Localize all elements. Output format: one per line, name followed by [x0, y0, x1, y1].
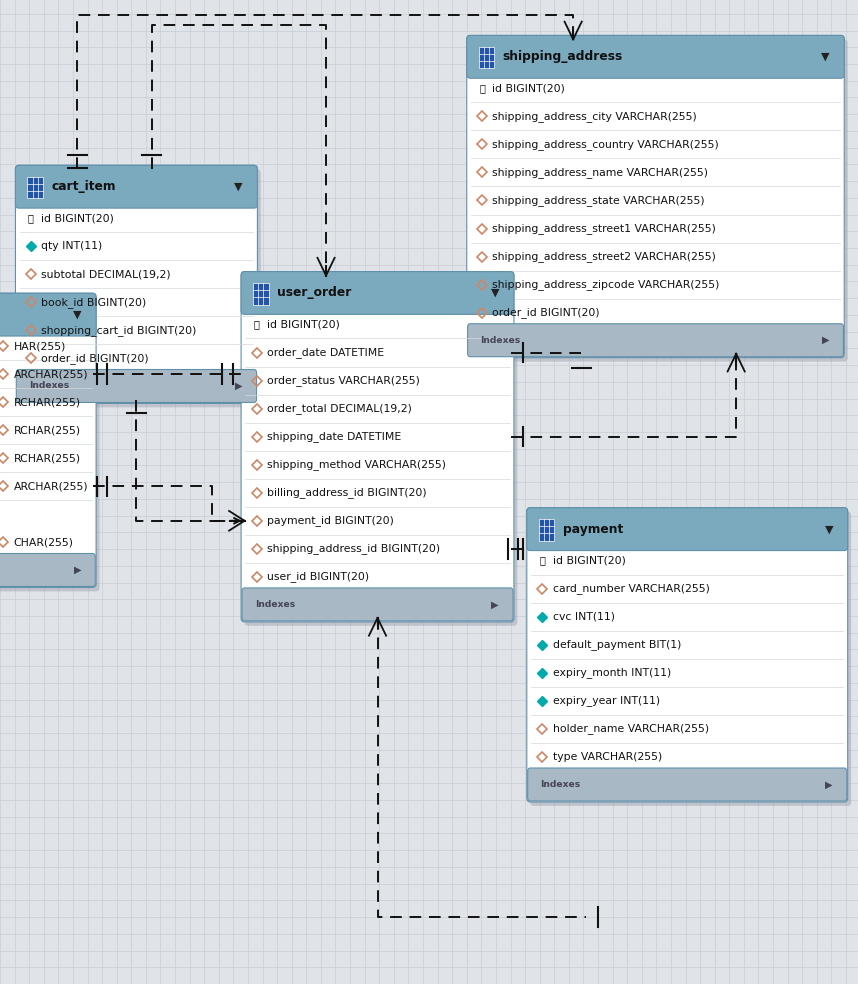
Text: ▼: ▼	[491, 288, 499, 298]
Text: ▼: ▼	[821, 52, 830, 62]
FancyBboxPatch shape	[19, 169, 261, 407]
Text: ARCHAR(255): ARCHAR(255)	[14, 369, 88, 379]
Text: shipping_address_id BIGINT(20): shipping_address_id BIGINT(20)	[267, 543, 440, 554]
Text: qty INT(11): qty INT(11)	[41, 241, 102, 251]
FancyBboxPatch shape	[470, 39, 848, 361]
FancyBboxPatch shape	[241, 272, 514, 622]
Text: shipping_address_city VARCHAR(255): shipping_address_city VARCHAR(255)	[492, 111, 698, 122]
Text: ▼: ▼	[73, 310, 82, 320]
Text: RCHAR(255): RCHAR(255)	[14, 425, 81, 435]
Text: cart_item: cart_item	[51, 180, 116, 193]
Text: ARCHAR(255): ARCHAR(255)	[14, 481, 88, 491]
FancyBboxPatch shape	[0, 293, 96, 587]
Text: ▶: ▶	[74, 565, 81, 575]
FancyBboxPatch shape	[0, 297, 100, 591]
Text: Indexes: Indexes	[29, 382, 69, 391]
Text: holder_name VARCHAR(255): holder_name VARCHAR(255)	[553, 723, 709, 734]
Text: cvc INT(11): cvc INT(11)	[553, 612, 614, 622]
Text: shipping_address: shipping_address	[503, 50, 623, 63]
Text: expiry_month INT(11): expiry_month INT(11)	[553, 667, 671, 678]
FancyBboxPatch shape	[530, 512, 851, 806]
Text: Indexes: Indexes	[255, 600, 295, 609]
Text: 💡: 💡	[28, 214, 33, 223]
Text: order_id BIGINT(20): order_id BIGINT(20)	[492, 307, 600, 318]
Text: HAR(255): HAR(255)	[14, 341, 66, 351]
Text: RCHAR(255): RCHAR(255)	[14, 454, 81, 463]
Bar	[253, 282, 269, 304]
FancyBboxPatch shape	[16, 370, 257, 402]
Text: id BIGINT(20): id BIGINT(20)	[267, 320, 340, 330]
Text: 💡: 💡	[480, 84, 485, 93]
Bar	[479, 46, 494, 68]
Text: type VARCHAR(255): type VARCHAR(255)	[553, 752, 662, 762]
FancyBboxPatch shape	[527, 508, 848, 802]
Text: ▶: ▶	[822, 336, 829, 345]
Text: shipping_address_street2 VARCHAR(255): shipping_address_street2 VARCHAR(255)	[492, 251, 716, 262]
Text: id BIGINT(20): id BIGINT(20)	[553, 556, 625, 566]
Text: order_total DECIMAL(19,2): order_total DECIMAL(19,2)	[267, 403, 412, 414]
FancyBboxPatch shape	[0, 553, 95, 586]
Text: payment: payment	[563, 523, 623, 535]
Text: 💡: 💡	[254, 320, 259, 330]
FancyBboxPatch shape	[468, 324, 843, 356]
FancyBboxPatch shape	[528, 768, 847, 801]
Text: ▼: ▼	[825, 524, 833, 534]
Text: shipping_address_name VARCHAR(255): shipping_address_name VARCHAR(255)	[492, 167, 709, 178]
Text: subtotal DECIMAL(19,2): subtotal DECIMAL(19,2)	[41, 270, 171, 279]
Text: RCHAR(255): RCHAR(255)	[14, 398, 81, 407]
Text: order_date DATETIME: order_date DATETIME	[267, 347, 384, 358]
FancyBboxPatch shape	[242, 588, 513, 621]
Text: shipping_address_state VARCHAR(255): shipping_address_state VARCHAR(255)	[492, 195, 705, 206]
Bar	[27, 177, 43, 199]
Text: shipping_method VARCHAR(255): shipping_method VARCHAR(255)	[267, 460, 446, 470]
Text: 💡: 💡	[540, 556, 545, 566]
FancyBboxPatch shape	[0, 293, 96, 337]
Text: shipping_address_street1 VARCHAR(255): shipping_address_street1 VARCHAR(255)	[492, 223, 716, 234]
Text: billing_address_id BIGINT(20): billing_address_id BIGINT(20)	[267, 487, 426, 498]
Text: CHAR(255): CHAR(255)	[14, 537, 74, 547]
Text: shipping_address_country VARCHAR(255): shipping_address_country VARCHAR(255)	[492, 139, 719, 150]
Text: user_order: user_order	[277, 286, 352, 299]
FancyBboxPatch shape	[245, 276, 517, 626]
Text: shipping_address_zipcode VARCHAR(255): shipping_address_zipcode VARCHAR(255)	[492, 279, 720, 290]
Text: ▼: ▼	[234, 182, 243, 192]
FancyBboxPatch shape	[467, 35, 844, 358]
Text: order_id BIGINT(20): order_id BIGINT(20)	[41, 353, 148, 364]
FancyBboxPatch shape	[527, 508, 848, 550]
FancyBboxPatch shape	[467, 35, 844, 79]
Text: card_number VARCHAR(255): card_number VARCHAR(255)	[553, 584, 710, 594]
Text: user_id BIGINT(20): user_id BIGINT(20)	[267, 572, 369, 583]
Text: book_id BIGINT(20): book_id BIGINT(20)	[41, 297, 147, 308]
Text: id BIGINT(20): id BIGINT(20)	[41, 214, 114, 223]
Text: payment_id BIGINT(20): payment_id BIGINT(20)	[267, 516, 394, 526]
Text: ▶: ▶	[825, 779, 832, 789]
Text: id BIGINT(20): id BIGINT(20)	[492, 84, 565, 93]
Text: Indexes: Indexes	[480, 336, 521, 344]
Text: shopping_cart_id BIGINT(20): shopping_cart_id BIGINT(20)	[41, 325, 196, 336]
Text: ▶: ▶	[492, 599, 498, 609]
Text: ▶: ▶	[235, 381, 242, 391]
Text: default_payment BIT(1): default_payment BIT(1)	[553, 640, 681, 650]
FancyBboxPatch shape	[15, 165, 257, 208]
FancyBboxPatch shape	[15, 165, 257, 403]
Text: expiry_year INT(11): expiry_year INT(11)	[553, 696, 660, 707]
Text: order_status VARCHAR(255): order_status VARCHAR(255)	[267, 375, 420, 386]
Bar	[539, 519, 554, 540]
Text: shipping_date DATETIME: shipping_date DATETIME	[267, 431, 401, 442]
FancyBboxPatch shape	[241, 272, 514, 315]
Text: Indexes: Indexes	[541, 780, 581, 789]
